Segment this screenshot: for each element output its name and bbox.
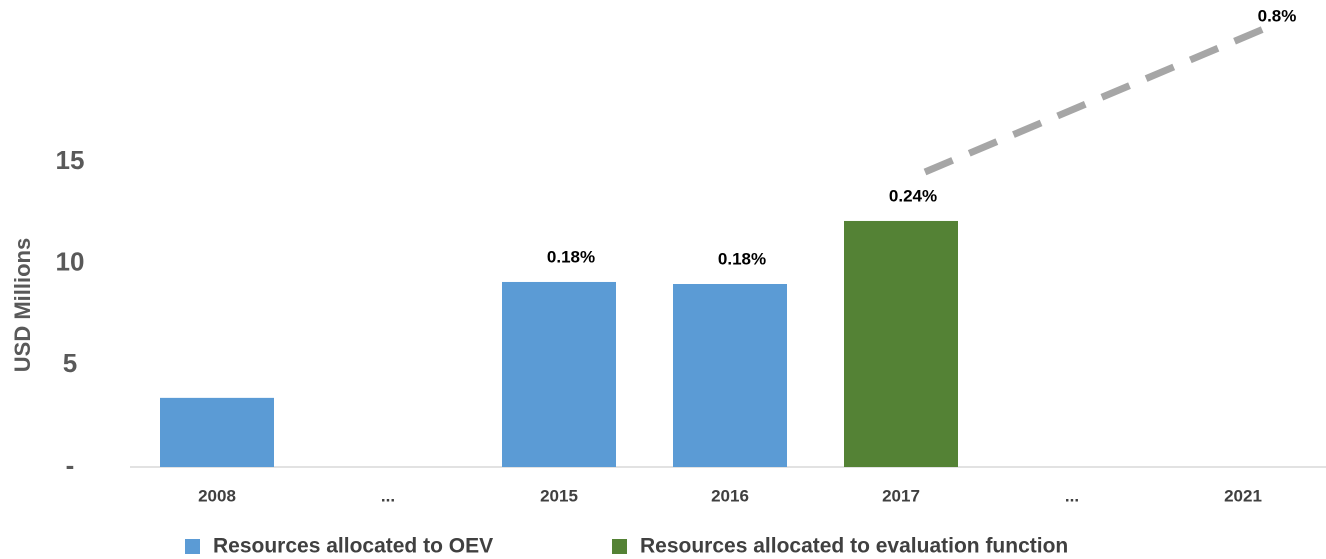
legend-swatch (185, 539, 200, 554)
y-tick-label: - (66, 450, 75, 480)
share-label: 0.18% (718, 249, 766, 268)
y-tick-label: 15 (56, 145, 85, 175)
x-tick-label: 2008 (198, 486, 236, 505)
share-label: 0.8% (1258, 6, 1297, 25)
x-tick-label: 2016 (711, 486, 749, 505)
y-tick-label: 10 (56, 247, 85, 277)
y-tick-label: 5 (63, 348, 77, 378)
legend-label: Resources allocated to OEV (213, 535, 493, 558)
x-tick-label: 2015 (540, 486, 578, 505)
share-label: 0.24% (889, 186, 937, 205)
x-tick-label: 2017 (882, 486, 920, 505)
bar (673, 284, 787, 467)
bar (160, 397, 274, 467)
x-tick-label: ... (381, 486, 395, 505)
x-tick-label: 2021 (1224, 486, 1262, 505)
y-axis-label: USD Millions (10, 238, 35, 372)
x-tick-label: ... (1065, 486, 1079, 505)
legend-label: Resources allocated to evaluation functi… (640, 535, 1068, 558)
share-trend (923, 21, 1275, 176)
bar (502, 281, 616, 467)
legend-swatch (612, 539, 627, 554)
share-label: 0.18% (547, 247, 595, 266)
bar (844, 220, 958, 467)
